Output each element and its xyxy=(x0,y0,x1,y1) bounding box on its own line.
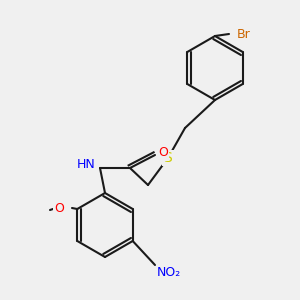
Text: O: O xyxy=(54,202,64,214)
Text: S: S xyxy=(164,151,172,165)
Text: O: O xyxy=(158,146,168,160)
Text: HN: HN xyxy=(77,158,96,170)
Text: Br: Br xyxy=(237,28,251,40)
Text: NO₂: NO₂ xyxy=(157,266,181,280)
